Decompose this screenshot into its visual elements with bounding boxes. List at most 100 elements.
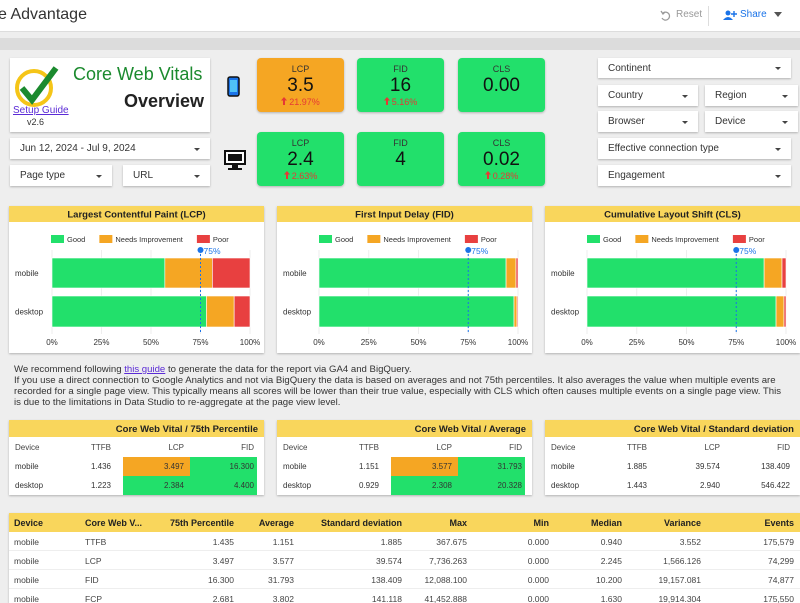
x-tick-label: 50% bbox=[410, 338, 426, 347]
change-value: 21.97% bbox=[289, 97, 320, 107]
summary-header: LCP bbox=[704, 443, 720, 452]
table-cell: 74,299 bbox=[768, 556, 794, 566]
logo-icon bbox=[15, 66, 59, 107]
continent-filter[interactable]: Continent bbox=[598, 58, 791, 78]
version: v2.6 bbox=[27, 117, 45, 127]
table-header[interactable]: Median bbox=[590, 518, 622, 528]
summary-header: LCP bbox=[168, 443, 184, 452]
legend-swatch bbox=[635, 235, 649, 243]
category-label: mobile bbox=[15, 269, 39, 278]
table-cell: 1.435 bbox=[212, 537, 234, 547]
x-tick-label: 50% bbox=[143, 338, 159, 347]
bar-segment bbox=[233, 295, 251, 328]
url-filter[interactable]: URL bbox=[123, 165, 210, 186]
table-cell: 19,914.304 bbox=[658, 594, 701, 603]
summary-header: TTFB bbox=[91, 443, 111, 452]
table-header[interactable]: Core Web V... bbox=[85, 518, 143, 528]
x-tick-label: 25% bbox=[361, 338, 377, 347]
summary-title-bar bbox=[9, 420, 264, 437]
country-filter[interactable]: Country bbox=[598, 85, 698, 106]
table-header-bar bbox=[9, 513, 800, 532]
category-label: mobile bbox=[551, 269, 575, 278]
table-cell: 141.118 bbox=[371, 594, 402, 603]
scorecard-label: FID bbox=[393, 64, 408, 74]
legend-label: Needs Improvement bbox=[383, 235, 451, 244]
header-strip bbox=[0, 38, 800, 50]
summary-cell: mobile bbox=[551, 462, 575, 471]
logo-subtitle: Overview bbox=[123, 91, 204, 111]
chart: Largest Contentful Paint (LCP) Good Needs … bbox=[9, 206, 264, 347]
table-cell: 2.245 bbox=[600, 556, 622, 566]
table-cell: 138.409 bbox=[371, 575, 402, 585]
browser-filter[interactable]: Browser bbox=[598, 111, 698, 132]
scorecard-label: CLS bbox=[492, 138, 511, 148]
share-button[interactable]: Share bbox=[723, 9, 767, 20]
table-cell: 12,088.100 bbox=[424, 575, 467, 585]
setup-guide-link[interactable]: Setup Guide bbox=[13, 105, 69, 116]
summary-header: FID bbox=[241, 443, 254, 452]
summary-header: Device bbox=[283, 443, 308, 452]
table-header[interactable]: Device bbox=[14, 518, 44, 528]
chart: First Input Delay (FID) Good Needs Improve… bbox=[277, 206, 532, 347]
change-arrow bbox=[281, 97, 288, 105]
chart: Cumulative Layout Shift (CLS) Good Needs I… bbox=[545, 206, 800, 347]
chart-title-bar bbox=[9, 206, 264, 222]
x-tick-label: 75% bbox=[728, 338, 744, 347]
table-header[interactable]: Events bbox=[764, 518, 794, 528]
table-cell: 1.630 bbox=[600, 594, 622, 603]
scorecard-label: CLS bbox=[492, 64, 511, 74]
threshold-label: 75% bbox=[739, 246, 756, 256]
note-link[interactable]: this guide bbox=[124, 364, 166, 375]
scorecard-value: 4 bbox=[395, 149, 406, 170]
scorecard-change: 5.16% bbox=[357, 97, 444, 107]
x-tick-label: 100% bbox=[240, 338, 260, 347]
threshold-label: 75% bbox=[204, 246, 221, 256]
scorecard: FID 16 5.16% bbox=[357, 58, 444, 112]
bar-segment bbox=[763, 257, 783, 289]
legend-swatch bbox=[99, 235, 113, 243]
bar-segment bbox=[775, 295, 785, 328]
chart-title-bar bbox=[545, 206, 800, 222]
threshold-dot bbox=[733, 247, 740, 253]
table-cell: 1,566.126 bbox=[663, 556, 701, 566]
table-header[interactable]: Average bbox=[258, 518, 294, 528]
engagement-filter[interactable]: Engagement bbox=[598, 165, 791, 186]
scorecard-label: FID bbox=[393, 138, 408, 148]
x-tick-label: 0% bbox=[581, 338, 593, 347]
summary-header: FID bbox=[509, 443, 522, 452]
page-type-filter[interactable]: Page type bbox=[10, 165, 112, 186]
legend-swatch bbox=[732, 235, 746, 243]
note-text: to generate the data for the report via … bbox=[165, 364, 412, 375]
region-filter[interactable]: Region bbox=[705, 85, 798, 106]
arrow-shape bbox=[383, 97, 390, 105]
summary-title-bar bbox=[277, 420, 532, 437]
table-cell: 367.675 bbox=[436, 537, 467, 547]
table-header[interactable]: Standard deviation bbox=[320, 518, 402, 528]
table-cell: 0.940 bbox=[600, 537, 622, 547]
legend-label: Poor bbox=[481, 235, 497, 244]
table-header[interactable]: 75th Percentile bbox=[169, 518, 234, 528]
legend-label: Poor bbox=[749, 235, 765, 244]
device-filter[interactable]: Device bbox=[705, 111, 798, 132]
summary-cell: 1.223 bbox=[90, 481, 111, 490]
bar-segment bbox=[513, 295, 518, 328]
row-divider bbox=[9, 569, 800, 570]
change-value: 0.28% bbox=[492, 171, 519, 181]
legend-swatch bbox=[51, 235, 64, 243]
threshold-label: 75% bbox=[471, 246, 488, 256]
date-filter[interactable]: Jun 12, 2024 - Jul 9, 2024 bbox=[10, 138, 210, 159]
reset-button[interactable]: Reset bbox=[660, 9, 702, 20]
share-menu[interactable] bbox=[774, 12, 782, 18]
note-paragraph: If you use a direct connection to Google… bbox=[14, 375, 782, 408]
connection-filter[interactable]: Effective connection type bbox=[598, 138, 791, 159]
summary-cell: 31.793 bbox=[497, 462, 522, 471]
scorecard: CLS 0.02 0.28% bbox=[458, 132, 545, 186]
bar-segment bbox=[206, 295, 235, 328]
table-header[interactable]: Max bbox=[449, 518, 467, 528]
chart-title: Largest Contentful Paint (LCP) bbox=[67, 210, 205, 221]
table-header[interactable]: Variance bbox=[663, 518, 701, 528]
table-cell: mobile bbox=[14, 556, 40, 566]
table-header[interactable]: Min bbox=[533, 518, 550, 528]
row-divider bbox=[9, 588, 800, 589]
table-cell: mobile bbox=[14, 575, 40, 585]
